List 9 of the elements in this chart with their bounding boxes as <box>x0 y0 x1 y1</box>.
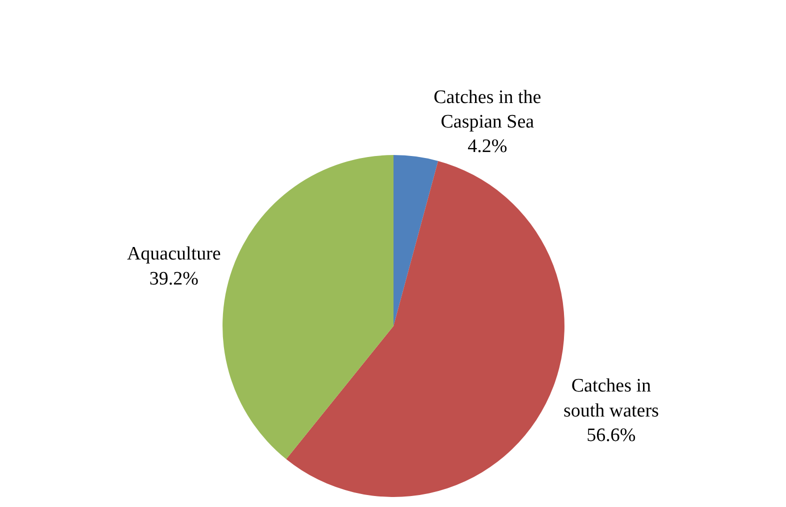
slice-label: Catches in south waters <box>563 376 659 422</box>
pie-slice <box>222 155 394 460</box>
data-label: 4.2% <box>468 136 508 158</box>
data-label: 56.6% <box>586 425 636 446</box>
slice-label: Catches in the Caspian Sea <box>434 86 542 132</box>
pie-slice <box>286 160 564 497</box>
data-label: 39.2% <box>149 268 199 290</box>
slice-label: Aquaculture <box>126 244 221 265</box>
pie-slice <box>394 155 438 326</box>
